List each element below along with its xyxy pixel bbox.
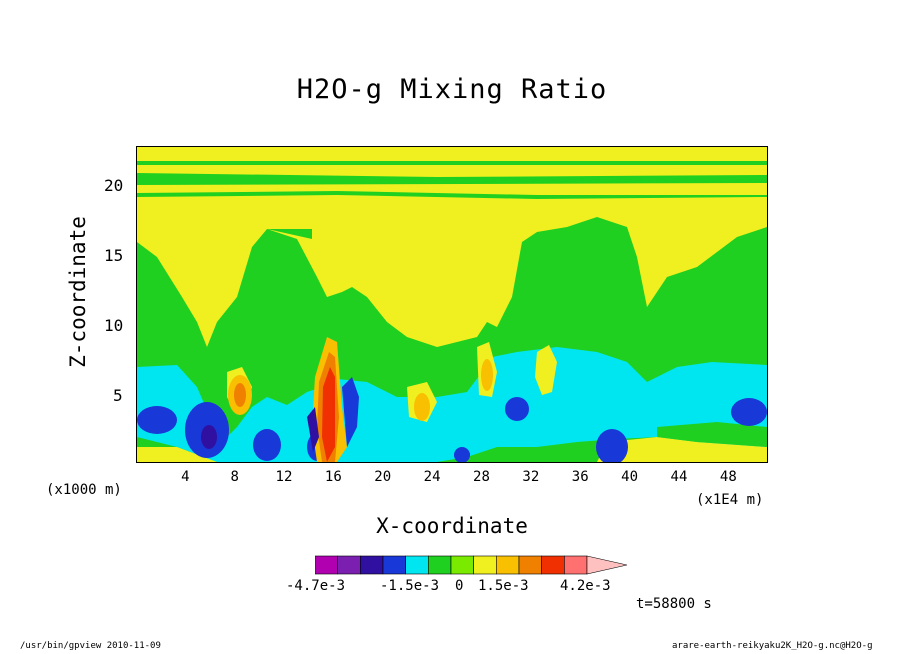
- y-tick-label: 10: [104, 316, 124, 335]
- y-tick-label: 15: [104, 246, 124, 265]
- x-tick-label: 20: [374, 469, 392, 485]
- y-axis-label: Z-coordinate: [66, 216, 90, 368]
- contour-field: [137, 147, 767, 462]
- x-tick-label: 40: [621, 469, 638, 485]
- x-tick-label: 28: [473, 469, 490, 485]
- footer-right: arare-earth-reikyaku2K_H2O-g.nc@H2O-g: [672, 641, 873, 651]
- colorbar-label: 0: [455, 578, 464, 594]
- colorbar-label: -1.5e-3: [380, 578, 440, 594]
- y-tick-label: 5: [113, 386, 123, 405]
- colorbar-swatch: [337, 555, 361, 575]
- colorbar-swatch: [496, 555, 520, 575]
- x-tick-label: 48: [719, 469, 737, 485]
- x-tick-label: 8: [230, 469, 239, 485]
- colorbar-label: 1.5e-3: [478, 578, 529, 594]
- x-tick-label: 12: [275, 469, 293, 485]
- x-tick-label: 16: [324, 469, 342, 485]
- colorbar-swatch: [564, 555, 588, 575]
- colorbar-swatch: [360, 555, 384, 575]
- x-axis-label: X-coordinate: [376, 514, 528, 538]
- colorbar-label: -4.7e-3: [286, 578, 346, 594]
- plot-area: [136, 146, 768, 463]
- colorbar-label: 4.2e-3: [560, 578, 611, 594]
- colorbar-swatch: [473, 555, 497, 575]
- x-tick-label: 32: [522, 469, 540, 485]
- colorbar-swatch: [405, 555, 429, 575]
- x-unit-left: (x1000 m): [46, 482, 122, 498]
- x-tick-label: 44: [670, 469, 688, 485]
- x-tick-label: 4: [181, 469, 190, 485]
- colorbar-swatch: [541, 555, 565, 575]
- colorbar-swatch: [428, 555, 452, 575]
- colorbar: [315, 555, 628, 575]
- y-tick-label: 20: [104, 176, 124, 195]
- time-label: t=58800 s: [636, 596, 712, 612]
- colorbar-swatch: [450, 555, 474, 575]
- chart-title: H2O-g Mixing Ratio: [296, 74, 608, 105]
- colorbar-swatch: [315, 555, 338, 575]
- x-tick-label: 36: [571, 469, 589, 485]
- colorbar-swatch: [518, 555, 542, 575]
- colorbar-extend-arrow: [586, 555, 628, 575]
- colorbar-swatch: [382, 555, 406, 575]
- footer-left: /usr/bin/gpview 2010-11-09: [20, 641, 161, 651]
- x-tick-label: 24: [423, 469, 441, 485]
- x-unit-right: (x1E4 m): [696, 492, 764, 508]
